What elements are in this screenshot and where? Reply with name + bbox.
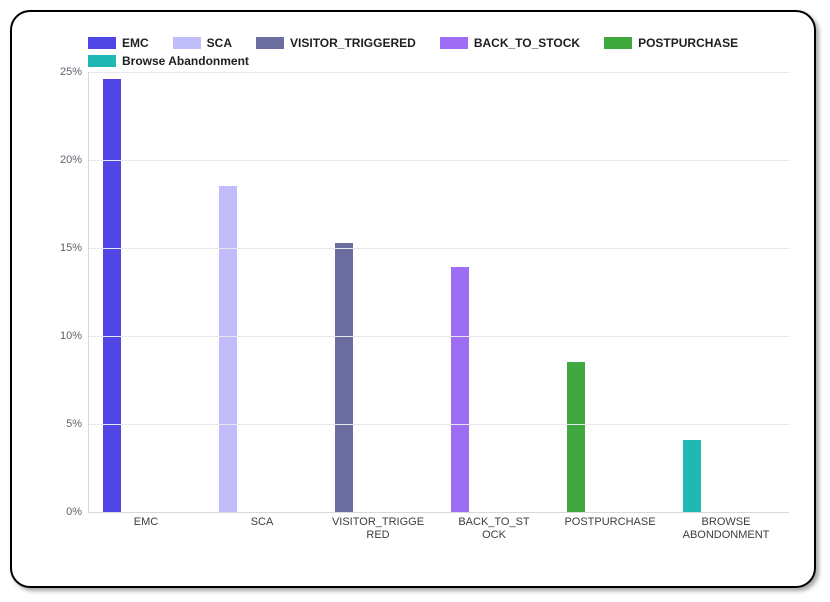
x-label-4: POSTPURCHASE (552, 516, 668, 529)
y-tick-label: 0% (66, 506, 82, 518)
legend-label-3: BACK_TO_STOCK (474, 36, 580, 50)
legend-label-1: SCA (207, 36, 232, 50)
legend: EMC SCA VISITOR_TRIGGERED BACK_TO_STOCK POST… (88, 36, 786, 68)
y-tick-label: 10% (60, 330, 82, 342)
bar-3 (451, 267, 469, 512)
legend-swatch-3 (440, 37, 468, 49)
legend-item-4: POSTPURCHASE (604, 36, 738, 50)
bar-4 (567, 362, 585, 512)
gridline (89, 424, 789, 425)
x-label-3: BACK_TO_ST OCK (436, 516, 552, 542)
legend-label-4: POSTPURCHASE (638, 36, 738, 50)
legend-item-2: VISITOR_TRIGGERED (256, 36, 416, 50)
chart-card: EMCSCAVISITOR_TRIGGEREDBACK_TO_STOCKPOST… (10, 10, 816, 588)
legend-item-3: BACK_TO_STOCK (440, 36, 580, 50)
y-tick-label: 20% (60, 154, 82, 166)
legend-swatch-1 (173, 37, 201, 49)
plot-area (88, 72, 789, 513)
x-label-5: BROWSE ABONDONMENT (668, 516, 784, 542)
legend-label-2: VISITOR_TRIGGERED (290, 36, 416, 50)
gridline (89, 160, 789, 161)
legend-swatch-2 (256, 37, 284, 49)
bar-5 (683, 440, 701, 512)
x-label-1: SCA (204, 516, 320, 529)
x-label-0: EMC (88, 516, 204, 529)
legend-swatch-4 (604, 37, 632, 49)
legend-swatch-0 (88, 37, 116, 49)
y-tick-label: 25% (60, 66, 82, 78)
legend-swatch-5 (88, 55, 116, 67)
x-label-2: VISITOR_TRIGGE RED (320, 516, 436, 542)
gridline (89, 248, 789, 249)
gridline (89, 72, 789, 73)
legend-item-0: EMC (88, 36, 149, 50)
y-tick-label: 15% (60, 242, 82, 254)
y-axis: 0%5%10%15%20%25% (40, 72, 88, 512)
y-tick-label: 5% (66, 418, 82, 430)
bar-1 (219, 186, 237, 512)
bar-2 (335, 243, 353, 512)
bar-0 (103, 79, 121, 512)
legend-label-5: Browse Abandonment (122, 54, 249, 68)
bars-layer (89, 72, 789, 512)
legend-item-5: Browse Abandonment (88, 54, 249, 68)
legend-item-1: SCA (173, 36, 232, 50)
legend-label-0: EMC (122, 36, 149, 50)
gridline (89, 336, 789, 337)
